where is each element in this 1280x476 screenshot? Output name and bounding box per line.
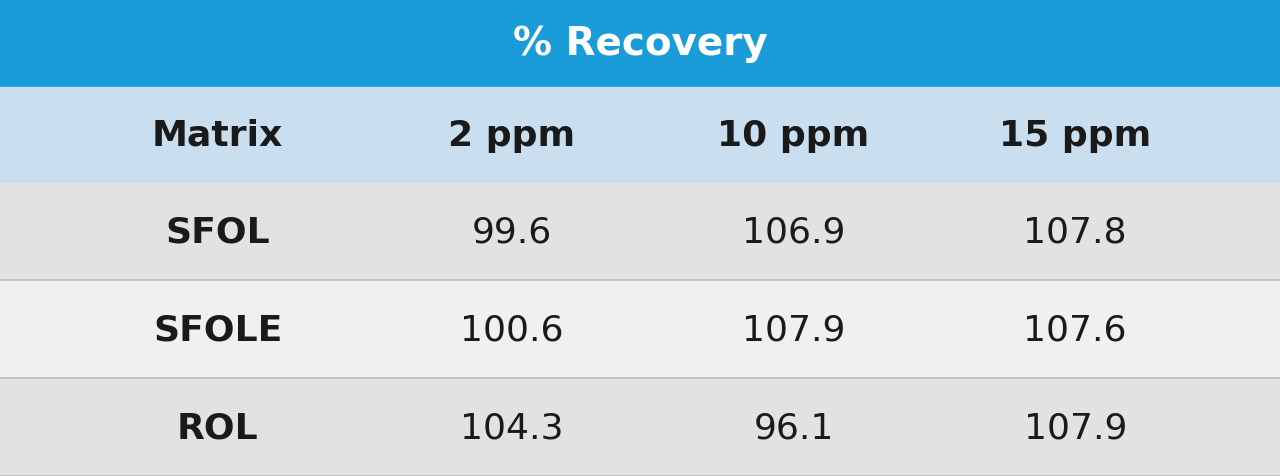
Text: 100.6: 100.6 [461, 313, 563, 347]
Text: SFOLE: SFOLE [152, 313, 283, 347]
Bar [0, 281, 1280, 378]
Text: 15 ppm: 15 ppm [1000, 119, 1151, 153]
Text: 107.9: 107.9 [1024, 410, 1126, 444]
Bar [0, 88, 1280, 183]
Text: 10 ppm: 10 ppm [718, 119, 869, 153]
Text: 107.6: 107.6 [1024, 313, 1126, 347]
Text: 96.1: 96.1 [754, 410, 833, 444]
Text: % Recovery: % Recovery [512, 25, 768, 63]
Bar [0, 0, 1280, 88]
Bar [0, 183, 1280, 281]
Bar [0, 378, 1280, 476]
Text: 99.6: 99.6 [472, 215, 552, 249]
Text: ROL: ROL [177, 410, 259, 444]
Text: 107.8: 107.8 [1024, 215, 1126, 249]
Text: Matrix: Matrix [152, 119, 283, 153]
Text: 104.3: 104.3 [461, 410, 563, 444]
Text: 106.9: 106.9 [742, 215, 845, 249]
Text: 2 ppm: 2 ppm [448, 119, 576, 153]
Text: SFOL: SFOL [165, 215, 270, 249]
Text: 107.9: 107.9 [742, 313, 845, 347]
